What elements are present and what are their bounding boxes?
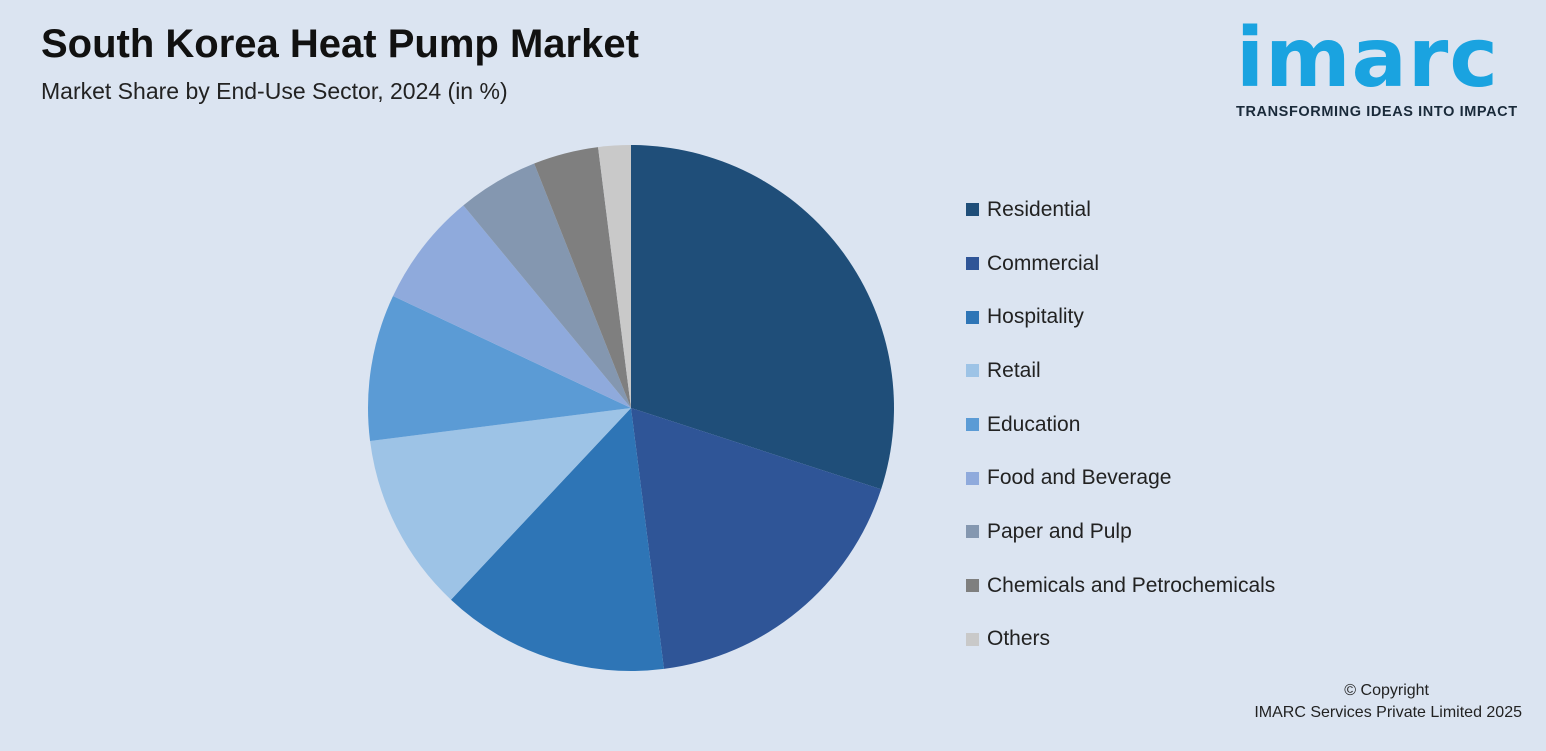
legend-label: Education [987,412,1081,436]
legend-item: Hospitality [966,290,1275,344]
copyright-label: © Copyright [1344,682,1429,699]
legend-swatch [966,203,979,217]
legend-swatch [966,579,979,593]
chart-subtitle: Market Share by End-Use Sector, 2024 (in… [41,78,508,104]
legend-swatch [966,471,979,485]
pie-slice-commercial [631,408,882,669]
legend-label: Commercial [987,251,1100,275]
legend-item: Retail [966,344,1275,398]
legend-swatch [966,310,979,324]
legend-item: Commercial [966,237,1275,291]
legend-swatch [966,418,979,432]
legend-item: Chemicals and Petrochemicals [966,559,1275,613]
pie-slice-retail [370,408,631,600]
legend-item: Food and Beverage [966,451,1275,505]
pie-slice-education [368,296,631,441]
logo-tagline: TRANSFORMING IDEAS INTO IMPACT [1236,104,1518,120]
logo-wordmark: imarc [1236,11,1499,106]
legend-item: Paper and Pulp [966,505,1275,559]
legend-label: Food and Beverage [987,466,1172,490]
copyright: © Copyright IMARC Services Private Limit… [1254,680,1522,724]
legend-label: Chemicals and Petrochemicals [987,573,1276,597]
pie-slice-paper-and-pulp [463,163,631,408]
legend: Residential Commercial Hospitality Retail Ed… [966,183,1275,666]
pie-slice-residential [631,145,894,490]
legend-label: Residential [987,197,1091,221]
legend-label: Retail [987,358,1041,382]
pie-slice-chemicals-and-petrochemicals [534,147,631,408]
legend-item: Others [966,613,1275,667]
legend-label: Paper and Pulp [987,519,1132,543]
pie-slice-food-and-beverage [393,205,631,408]
pie-slice-hospitality [450,408,664,671]
legend-swatch [966,632,979,646]
legend-swatch [966,364,979,378]
legend-label: Others [987,627,1051,651]
legend-swatch [966,257,979,271]
pie-slice-others [598,145,631,408]
legend-label: Hospitality [987,305,1084,329]
copyright-company: IMARC Services Private Limited 2025 [1254,704,1522,721]
legend-item: Residential [966,183,1275,237]
imarc-logo: imarc TRANSFORMING IDEAS INTO IMPACT [1236,11,1531,121]
legend-swatch [966,525,979,539]
legend-item: Education [966,398,1275,452]
chart-title: South Korea Heat Pump Market [41,22,639,66]
